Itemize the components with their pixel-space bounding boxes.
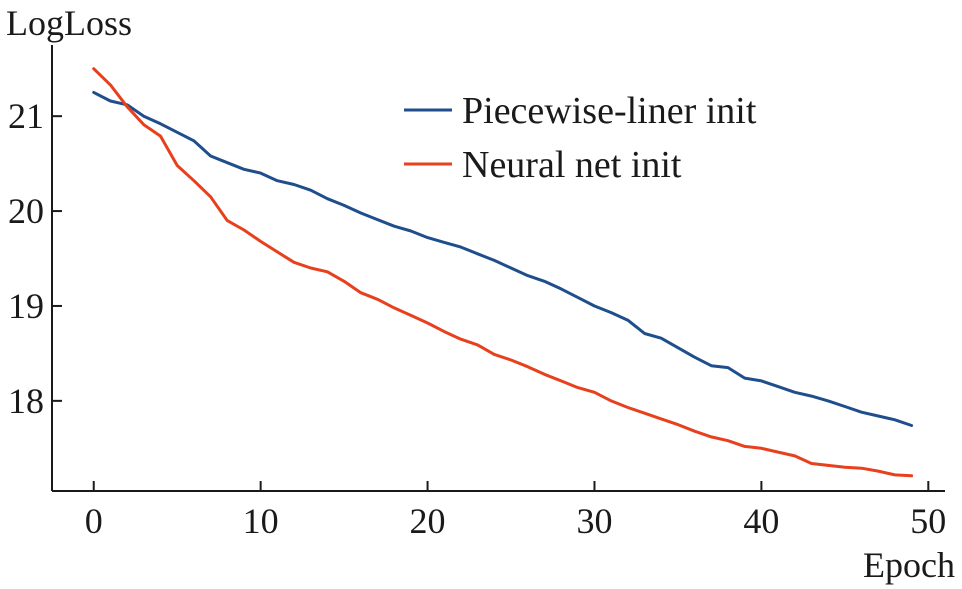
y-tick-label: 18 bbox=[8, 381, 44, 421]
x-tick-label: 50 bbox=[910, 501, 946, 541]
y-tick-label: 21 bbox=[8, 96, 44, 136]
series-group bbox=[92, 67, 914, 478]
series-line-1 bbox=[92, 90, 914, 427]
x-tick-label: 10 bbox=[243, 501, 279, 541]
legend-label-1: Piecewise-liner init bbox=[462, 90, 757, 132]
x-tick-label: 40 bbox=[743, 501, 779, 541]
x-tick-label: 0 bbox=[85, 501, 103, 541]
y-ticks: 18 19 20 21 bbox=[8, 96, 62, 421]
x-ticks: 0 10 20 30 40 50 bbox=[85, 481, 946, 541]
x-tick-label: 30 bbox=[576, 501, 612, 541]
x-axis-label: Epoch bbox=[863, 545, 955, 585]
y-tick-label: 20 bbox=[8, 191, 44, 231]
y-axis: LogLoss 18 19 20 21 bbox=[6, 3, 132, 491]
legend-label-2: Neural net init bbox=[462, 144, 682, 186]
series-line-2 bbox=[92, 67, 914, 478]
x-tick-label: 20 bbox=[410, 501, 446, 541]
y-tick-label: 19 bbox=[8, 286, 44, 326]
legend: Piecewise-liner init Neural net init bbox=[404, 90, 757, 186]
y-axis-label: LogLoss bbox=[6, 3, 132, 43]
x-axis: Epoch 0 10 20 30 40 50 bbox=[52, 481, 955, 585]
